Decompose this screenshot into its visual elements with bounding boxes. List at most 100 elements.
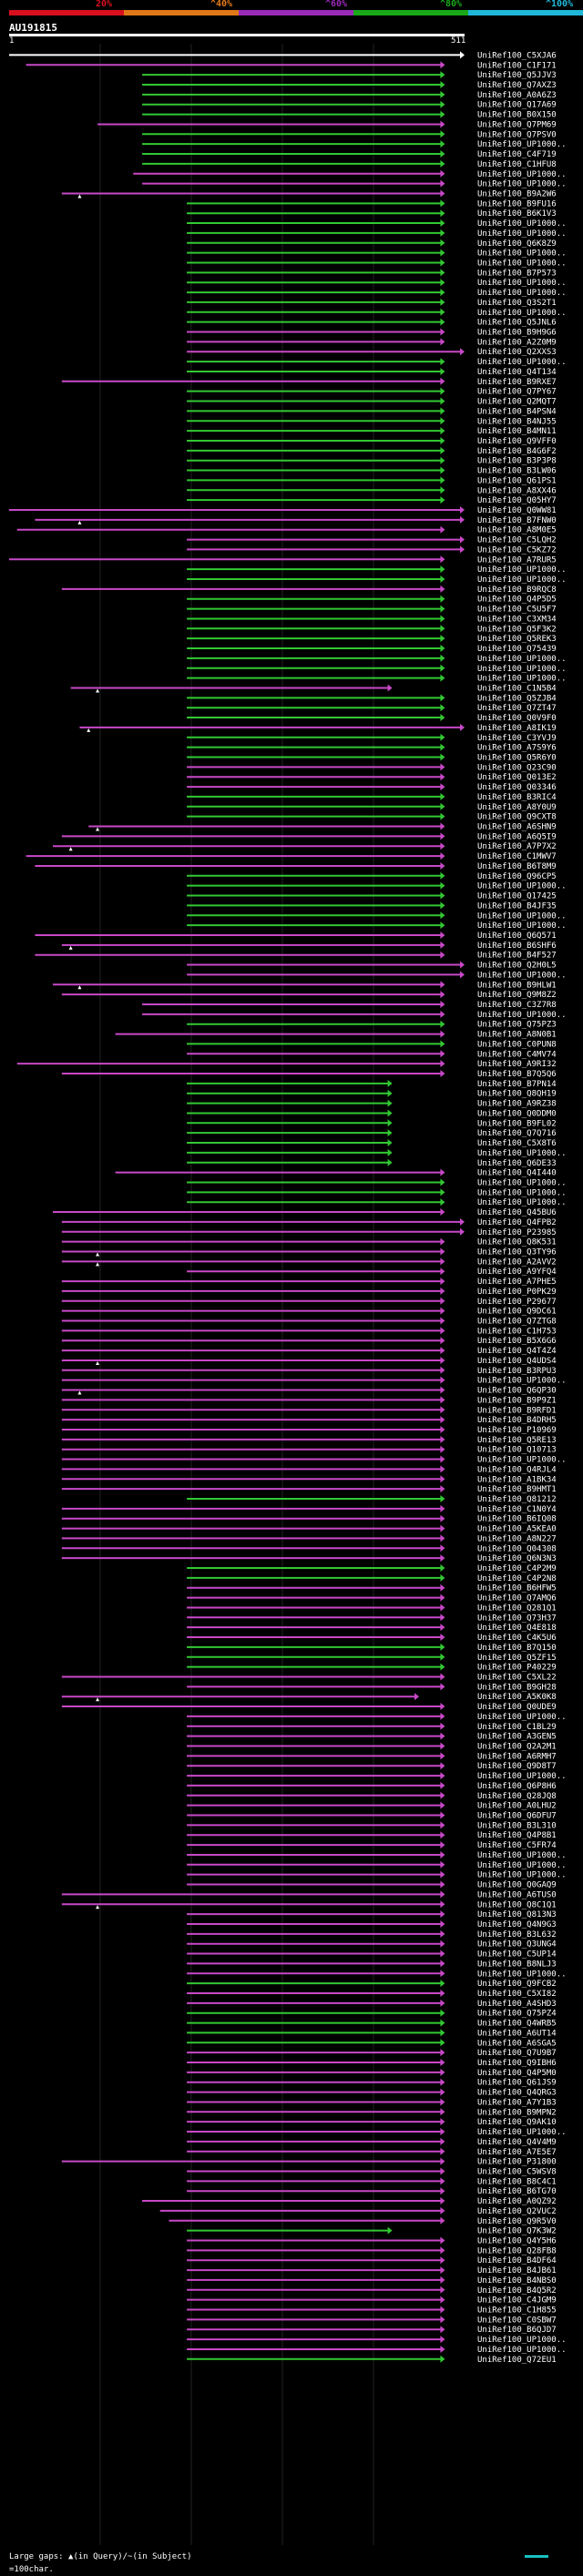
- hit-label[interactable]: UniRef100_Q8C1Q1: [477, 1900, 557, 1909]
- hit-label[interactable]: UniRef100_Q0DDM0: [477, 1109, 557, 1118]
- hit-label[interactable]: UniRef100_B9MPN2: [477, 2108, 557, 2117]
- hit-label[interactable]: UniRef100_C4JGM9: [477, 2296, 557, 2306]
- hit-label[interactable]: UniRef100_UP1000..: [477, 2128, 567, 2137]
- hit-label[interactable]: UniRef100_Q9IBH6: [477, 2059, 557, 2068]
- hit-label[interactable]: UniRef100_UP1000..: [477, 655, 567, 664]
- hit-label[interactable]: UniRef100_B3P3P8: [477, 457, 557, 466]
- hit-label[interactable]: UniRef100_C1H855: [477, 2306, 557, 2316]
- hit-label[interactable]: UniRef100_B4NBS0: [477, 2276, 557, 2286]
- hit-label[interactable]: UniRef100_Q7Q716: [477, 1129, 557, 1138]
- hit-label[interactable]: UniRef100_C4MV74: [477, 1050, 557, 1059]
- hit-label[interactable]: UniRef100_B7Q5Q6: [477, 1070, 557, 1079]
- hit-label[interactable]: UniRef100_A8XX46: [477, 486, 557, 495]
- hit-label[interactable]: UniRef100_Q013E2: [477, 773, 557, 782]
- hit-label[interactable]: UniRef100_A6SHN9: [477, 823, 557, 832]
- hit-label[interactable]: UniRef100_B3L310: [477, 1821, 557, 1830]
- hit-label[interactable]: UniRef100_A4SHD3: [477, 2000, 557, 2009]
- hit-label[interactable]: UniRef100_Q0GAQ9: [477, 1881, 557, 1890]
- hit-label[interactable]: UniRef100_Q281Q1: [477, 1604, 557, 1613]
- hit-label[interactable]: UniRef100_C5XJA6: [477, 51, 557, 60]
- hit-label[interactable]: UniRef100_UP1000..: [477, 971, 567, 980]
- hit-label[interactable]: UniRef100_B4DRH5: [477, 1416, 557, 1425]
- hit-label[interactable]: UniRef100_Q73H37: [477, 1614, 557, 1623]
- hit-label[interactable]: UniRef100_Q8K531: [477, 1238, 557, 1247]
- hit-label[interactable]: UniRef100_A0LHU2: [477, 1802, 557, 1811]
- hit-label[interactable]: UniRef100_Q75439: [477, 645, 557, 654]
- hit-label[interactable]: UniRef100_B7FNW0: [477, 516, 557, 525]
- hit-label[interactable]: UniRef100_A6TUS0: [477, 1890, 557, 1899]
- hit-label[interactable]: UniRef100_A2AVV2: [477, 1257, 557, 1267]
- hit-label[interactable]: UniRef100_UP1000..: [477, 140, 567, 149]
- hit-label[interactable]: UniRef100_UP1000..: [477, 1772, 567, 1781]
- hit-label[interactable]: UniRef100_Q4FPB2: [477, 1218, 557, 1227]
- hit-label[interactable]: UniRef100_B7P573: [477, 269, 557, 278]
- hit-label[interactable]: UniRef100_Q05HY7: [477, 496, 557, 505]
- hit-label[interactable]: UniRef100_UP1000..: [477, 1456, 567, 1465]
- hit-label[interactable]: UniRef100_C1BL29: [477, 1723, 557, 1732]
- hit-label[interactable]: UniRef100_Q4N9G3: [477, 1920, 557, 1929]
- hit-label[interactable]: UniRef100_B4NJ55: [477, 417, 557, 426]
- hit-label[interactable]: UniRef100_Q3S2T1: [477, 299, 557, 308]
- hit-label[interactable]: UniRef100_C1N0Y4: [477, 1505, 557, 1514]
- hit-label[interactable]: UniRef100_Q28FB8: [477, 2246, 557, 2255]
- hit-label[interactable]: UniRef100_A7P7X2: [477, 842, 557, 851]
- hit-label[interactable]: UniRef100_Q4WRB5: [477, 2020, 557, 2029]
- hit-label[interactable]: UniRef100_UP1000..: [477, 170, 567, 179]
- hit-label[interactable]: UniRef100_UP1000..: [477, 1970, 567, 1979]
- hit-label[interactable]: UniRef100_Q28JQ8: [477, 1792, 557, 1801]
- hit-label[interactable]: UniRef100_Q4QRG3: [477, 2089, 557, 2098]
- hit-label[interactable]: UniRef100_A8IK19: [477, 724, 557, 733]
- hit-label[interactable]: UniRef100_A6UT14: [477, 2029, 557, 2038]
- hit-label[interactable]: UniRef100_C3YVJ9: [477, 734, 557, 743]
- hit-label[interactable]: UniRef100_C1F171: [477, 61, 557, 70]
- hit-label[interactable]: UniRef100_B9A2W6: [477, 189, 557, 199]
- hit-label[interactable]: UniRef100_Q6DFU7: [477, 1812, 557, 1821]
- hit-label[interactable]: UniRef100_A8N227: [477, 1534, 557, 1543]
- hit-label[interactable]: UniRef100_C5X8T6: [477, 1139, 557, 1148]
- hit-label[interactable]: UniRef100_Q5JJV3: [477, 71, 557, 80]
- hit-label[interactable]: UniRef100_Q9VFF0: [477, 437, 557, 446]
- hit-label[interactable]: UniRef100_UP1000..: [477, 1713, 567, 1722]
- hit-label[interactable]: UniRef100_Q2A2M1: [477, 1742, 557, 1751]
- hit-label[interactable]: UniRef100_A0A6Z3: [477, 91, 557, 100]
- hit-label[interactable]: UniRef100_A7Y1B3: [477, 2098, 557, 2107]
- hit-label[interactable]: UniRef100_A7E5E7: [477, 2148, 557, 2157]
- hit-label[interactable]: UniRef100_C4F719: [477, 150, 557, 159]
- hit-label[interactable]: UniRef100_A3GEN5: [477, 1733, 557, 1742]
- hit-label[interactable]: UniRef100_C5KZ72: [477, 545, 557, 555]
- hit-label[interactable]: UniRef100_B4G6F2: [477, 447, 557, 456]
- hit-label[interactable]: UniRef100_UP1000..: [477, 229, 567, 239]
- hit-label[interactable]: UniRef100_B7Q150: [477, 1644, 557, 1653]
- hit-label[interactable]: UniRef100_B9HMT1: [477, 1485, 557, 1494]
- hit-label[interactable]: UniRef100_UP1000..: [477, 180, 567, 189]
- hit-label[interactable]: UniRef100_UP1000..: [477, 921, 567, 931]
- hit-label[interactable]: UniRef100_Q9M8Z2: [477, 991, 557, 1000]
- hit-label[interactable]: UniRef100_B9RFD1: [477, 1406, 557, 1415]
- hit-label[interactable]: UniRef100_Q0WW81: [477, 506, 557, 515]
- hit-label[interactable]: UniRef100_Q4RJL4: [477, 1465, 557, 1474]
- hit-label[interactable]: UniRef100_UP1000..: [477, 1861, 567, 1870]
- hit-label[interactable]: UniRef100_C1HFU8: [477, 160, 557, 169]
- hit-label[interactable]: UniRef100_Q7PY67: [477, 388, 557, 397]
- hit-label[interactable]: UniRef100_UP1000..: [477, 1871, 567, 1880]
- hit-label[interactable]: UniRef100_Q5R6Y0: [477, 753, 557, 762]
- hit-label[interactable]: UniRef100_B3RIC4: [477, 793, 557, 802]
- hit-label[interactable]: UniRef100_Q2H0L5: [477, 962, 557, 971]
- hit-label[interactable]: UniRef100_B3RPU3: [477, 1367, 557, 1376]
- hit-label[interactable]: UniRef100_A8M0E5: [477, 526, 557, 535]
- hit-label[interactable]: UniRef100_Q9D8T7: [477, 1762, 557, 1771]
- hit-label[interactable]: UniRef100_A7PHE5: [477, 1278, 557, 1287]
- hit-label[interactable]: UniRef100_B4F527: [477, 952, 557, 961]
- hit-label[interactable]: UniRef100_A7RUR5: [477, 555, 557, 565]
- hit-label[interactable]: UniRef100_C5WSV8: [477, 2167, 557, 2176]
- hit-label[interactable]: UniRef100_B4PSN4: [477, 407, 557, 416]
- hit-label[interactable]: UniRef100_C5LQH2: [477, 536, 557, 545]
- hit-label[interactable]: UniRef100_Q6P8H6: [477, 1782, 557, 1791]
- hit-label[interactable]: UniRef100_C0PUN8: [477, 1040, 557, 1049]
- hit-label[interactable]: UniRef100_B3LW06: [477, 467, 557, 476]
- hit-label[interactable]: UniRef100_UP1000..: [477, 2336, 567, 2345]
- hit-label[interactable]: UniRef100_B6SHF6: [477, 942, 557, 951]
- hit-label[interactable]: UniRef100_B4MN11: [477, 427, 557, 436]
- hit-label[interactable]: UniRef100_C3XM34: [477, 615, 557, 624]
- hit-label[interactable]: UniRef100_Q4I440: [477, 1169, 557, 1178]
